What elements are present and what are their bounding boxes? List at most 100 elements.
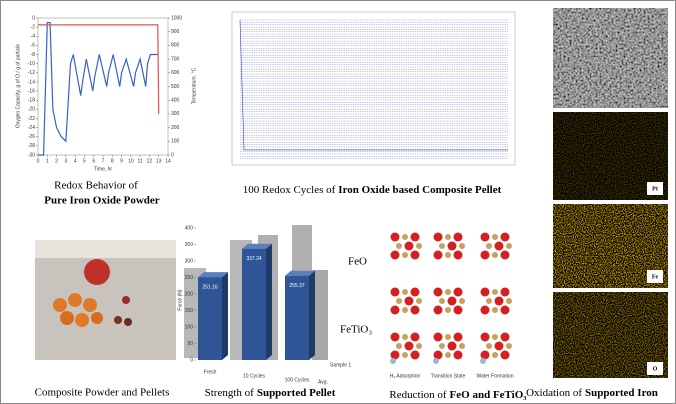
- atom: [411, 306, 420, 315]
- x-tick-label: 1: [46, 158, 49, 164]
- x-tick-label: 8: [111, 158, 114, 164]
- atom: [492, 307, 498, 313]
- y-tick-label: -6: [31, 43, 36, 49]
- y2-axis-label: Temperature, °C: [191, 67, 197, 104]
- y2-tick-label: 200: [171, 125, 180, 131]
- atom: [481, 306, 490, 315]
- x-tick-label: 7: [102, 158, 105, 164]
- y-tick-label: -16: [28, 88, 35, 94]
- atom: [481, 333, 490, 342]
- atom: [445, 234, 451, 240]
- atom: [454, 333, 463, 342]
- atom: [402, 234, 408, 240]
- y-tick-label: 150: [185, 308, 194, 314]
- y-tick-label: -22: [28, 116, 35, 122]
- bar-side: [266, 244, 272, 360]
- atom: [495, 242, 504, 251]
- y2-tick-label: 0: [171, 152, 174, 158]
- atom: [434, 333, 443, 342]
- atom: [405, 342, 414, 351]
- y-tick-label: 250: [185, 275, 194, 281]
- atom: [411, 288, 420, 297]
- pellet: [75, 313, 89, 327]
- y-tick-label: 100: [185, 324, 194, 330]
- y-tick-label: 50: [187, 341, 193, 347]
- atom: [433, 358, 439, 364]
- y-tick-label: 0: [32, 15, 35, 21]
- y-tick-label: -10: [28, 61, 35, 67]
- atom: [454, 251, 463, 260]
- y2-tick-label: 700: [171, 56, 180, 62]
- atom: [486, 243, 492, 249]
- atom: [481, 351, 490, 360]
- bar-side: [222, 272, 228, 360]
- y-tick-label: -26: [28, 134, 35, 140]
- x-tick-label: 6: [92, 158, 95, 164]
- atom: [391, 333, 400, 342]
- pellet: [68, 293, 82, 307]
- atom: [501, 351, 510, 360]
- atom: [481, 251, 490, 260]
- atom: [434, 288, 443, 297]
- atom: [486, 343, 492, 349]
- atom: [439, 243, 445, 249]
- stage-label: Water Formation: [476, 373, 513, 379]
- bead: [122, 296, 130, 304]
- atom: [481, 288, 490, 297]
- pellet: [60, 311, 74, 325]
- stage-label: Transition State: [431, 373, 466, 379]
- atom: [454, 351, 463, 360]
- atom: [454, 288, 463, 297]
- atom: [390, 358, 396, 364]
- bead: [114, 316, 122, 324]
- atom: [486, 298, 492, 304]
- y-tick-label: -18: [28, 98, 35, 104]
- atom: [459, 343, 465, 349]
- x-tick-label: 2: [55, 158, 58, 164]
- atom: [402, 352, 408, 358]
- caption-plain: Oxidation of: [526, 387, 582, 399]
- annotation: FeO: [348, 256, 367, 268]
- atom: [445, 352, 451, 358]
- atom: [501, 333, 510, 342]
- y-tick-label: -24: [28, 125, 35, 131]
- atom: [495, 297, 504, 306]
- atom: [501, 251, 510, 260]
- caption: Redox Behavior of: [54, 180, 138, 192]
- atom: [405, 242, 414, 251]
- y-tick-label: -8: [31, 52, 36, 58]
- x-tick-label: 5: [83, 158, 86, 164]
- y2-tick-label: 1000: [171, 15, 182, 21]
- annotation: FeTiO₃: [340, 324, 372, 336]
- x-tick-label: 3: [64, 158, 67, 164]
- x-tick-label: 14: [165, 158, 171, 164]
- x-tick-label: 12: [147, 158, 153, 164]
- atom: [448, 297, 457, 306]
- atom: [434, 251, 443, 260]
- atom: [396, 298, 402, 304]
- y2-tick-label: 800: [171, 43, 180, 49]
- caption-bold: Supported Pellet: [257, 387, 336, 399]
- caption-plain: Strength of: [205, 387, 255, 399]
- y-tick-label: 200: [185, 291, 194, 297]
- atom: [448, 242, 457, 251]
- atom: [492, 252, 498, 258]
- y-axis-label: Force (N): [177, 289, 183, 310]
- pellet: [83, 298, 97, 312]
- atom: [480, 358, 486, 364]
- atom: [434, 306, 443, 315]
- pellet: [53, 298, 67, 312]
- atom: [402, 307, 408, 313]
- atom: [445, 307, 451, 313]
- y2-tick-label: 100: [171, 139, 180, 145]
- atom: [434, 351, 443, 360]
- y-tick-label: -4: [31, 34, 36, 40]
- atom: [405, 297, 414, 306]
- atom: [411, 351, 420, 360]
- atom: [492, 289, 498, 295]
- powder: [84, 259, 110, 285]
- y-tick-label: 400: [185, 225, 194, 231]
- x-tick-label: 4: [74, 158, 77, 164]
